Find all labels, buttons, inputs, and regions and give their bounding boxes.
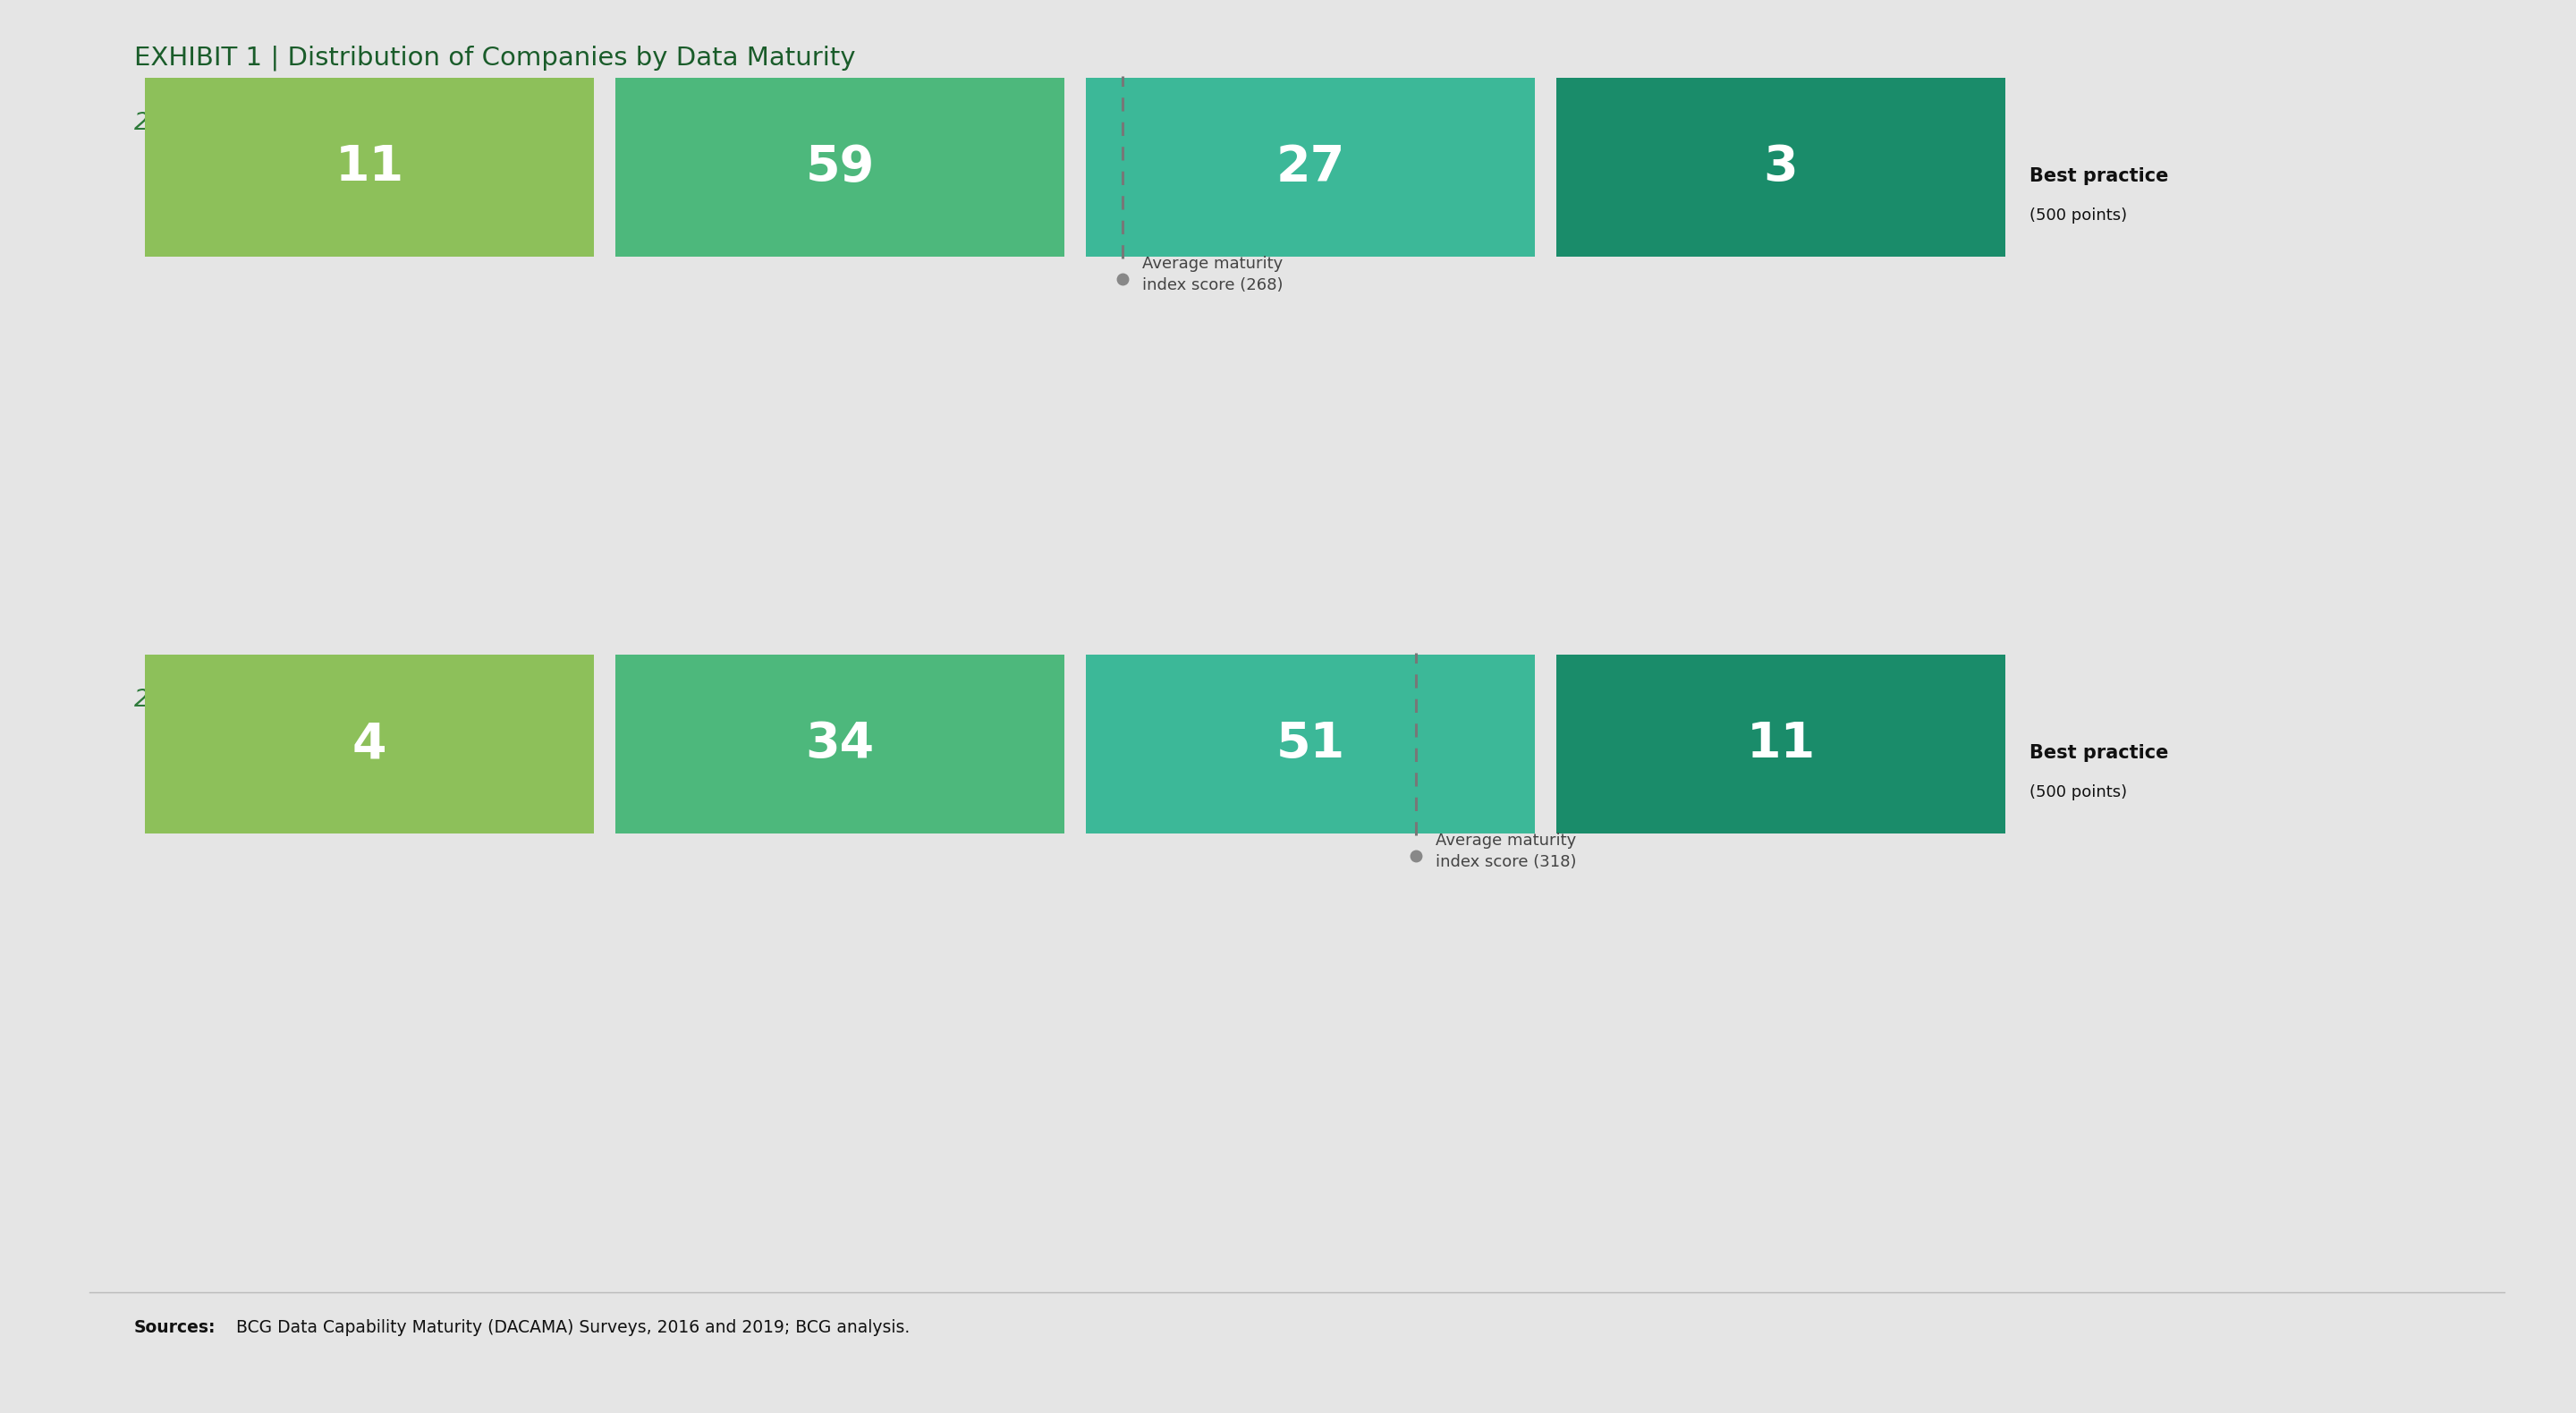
Bar <box>1556 78 2004 257</box>
Text: (100 points): (100 points) <box>147 784 245 800</box>
Text: (200 points): (200 points) <box>618 784 716 800</box>
Bar <box>1087 78 1535 257</box>
Text: 4: 4 <box>353 719 386 769</box>
Text: 2019 survey (%): 2019 survey (%) <box>134 688 330 712</box>
Text: (300 points): (300 points) <box>1090 208 1185 223</box>
Text: 11: 11 <box>1747 719 1816 769</box>
Bar <box>616 654 1064 834</box>
Bar <box>144 78 595 257</box>
Bar <box>1556 654 2004 834</box>
Text: 2016 survey (%): 2016 survey (%) <box>134 112 330 136</box>
Text: (300 points): (300 points) <box>1090 784 1185 800</box>
Text: Sources:: Sources: <box>134 1320 216 1337</box>
Text: 59: 59 <box>806 143 873 191</box>
Text: 51: 51 <box>1275 719 1345 769</box>
Text: (500 points): (500 points) <box>2030 208 2128 223</box>
Text: Lagging: Lagging <box>147 745 232 762</box>
Text: 34: 34 <box>806 719 873 769</box>
Bar <box>144 654 595 834</box>
Text: 27: 27 <box>1275 143 1345 191</box>
Text: State of the art: State of the art <box>1558 167 1721 185</box>
Text: Mainstream: Mainstream <box>1090 167 1213 185</box>
Text: Developing: Developing <box>618 167 737 185</box>
Text: (100 points): (100 points) <box>147 208 245 223</box>
Text: State of the art: State of the art <box>1558 745 1721 762</box>
Text: (500 points): (500 points) <box>2030 784 2128 800</box>
Bar <box>616 78 1064 257</box>
Text: Best practice: Best practice <box>2030 167 2169 185</box>
Text: 11: 11 <box>335 143 404 191</box>
Text: Lagging: Lagging <box>147 167 232 185</box>
Bar <box>1087 654 1535 834</box>
Text: Average maturity
index score (268): Average maturity index score (268) <box>1141 256 1283 292</box>
Text: Mainstream: Mainstream <box>1090 745 1213 762</box>
Text: EXHIBIT 1 | Distribution of Companies by Data Maturity: EXHIBIT 1 | Distribution of Companies by… <box>134 45 855 71</box>
Text: (200 points): (200 points) <box>618 208 716 223</box>
Text: 3: 3 <box>1765 143 1798 191</box>
Text: (400 points): (400 points) <box>1558 208 1656 223</box>
Text: Average maturity
index score (318): Average maturity index score (318) <box>1435 832 1577 870</box>
Text: (400 points): (400 points) <box>1558 784 1656 800</box>
Text: Best practice: Best practice <box>2030 745 2169 762</box>
Text: BCG Data Capability Maturity (DACAMA) Surveys, 2016 and 2019; BCG analysis.: BCG Data Capability Maturity (DACAMA) Su… <box>232 1320 909 1337</box>
Text: Developing: Developing <box>618 745 737 762</box>
